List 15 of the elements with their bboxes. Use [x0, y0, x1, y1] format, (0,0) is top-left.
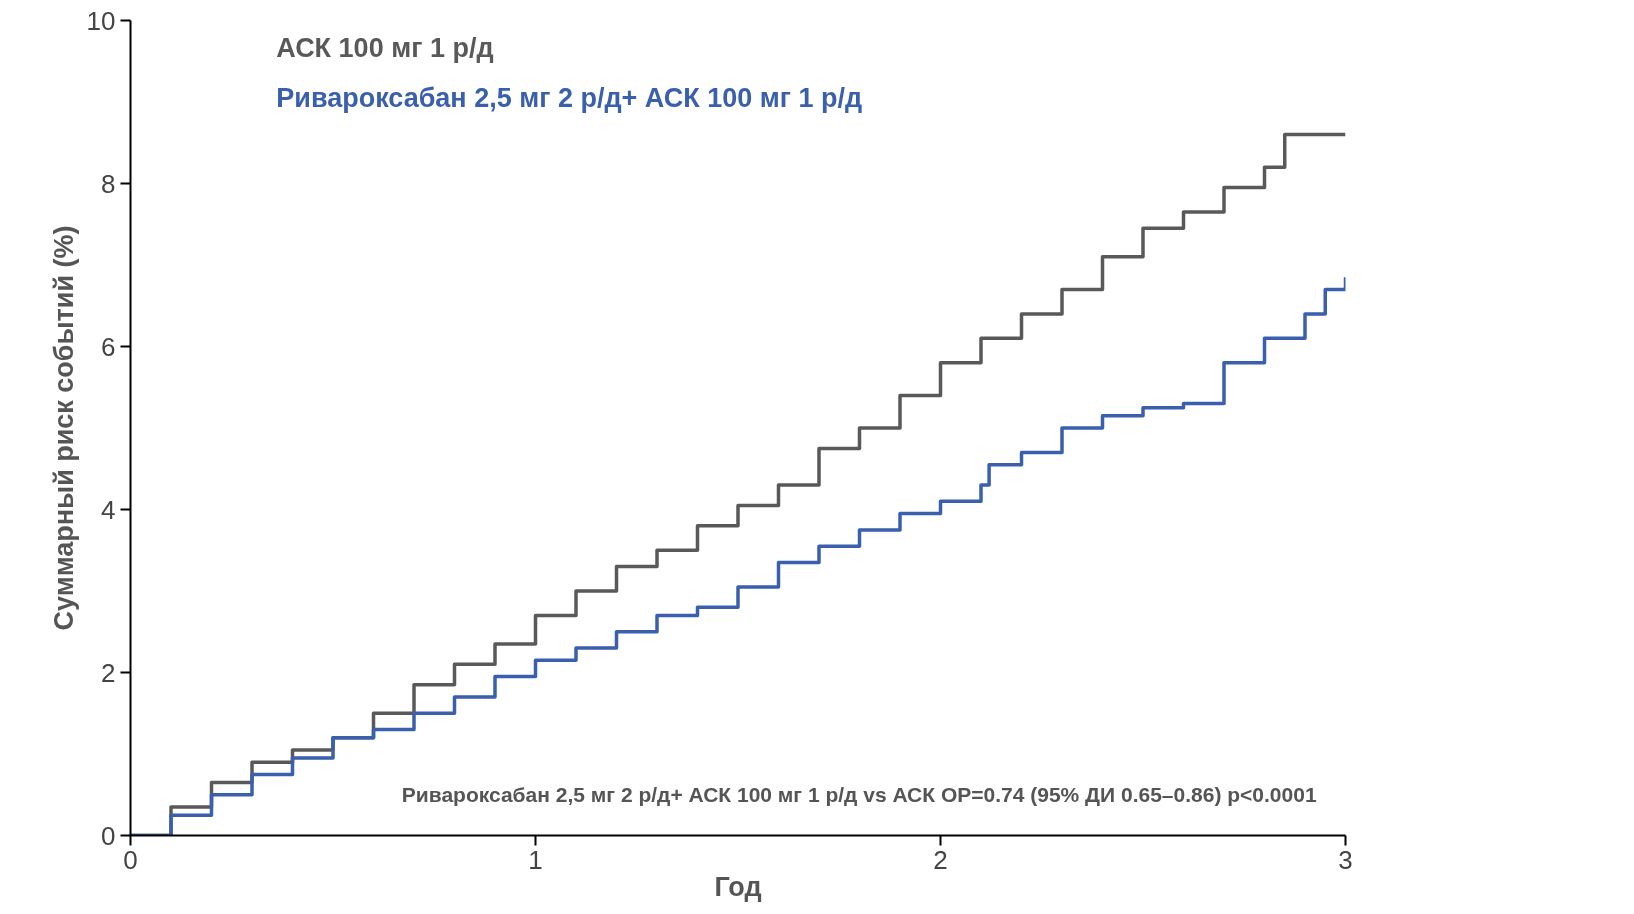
y-tick-label: 6: [101, 331, 116, 362]
x-tick-label: 3: [1338, 844, 1353, 875]
y-tick-label: 8: [101, 168, 116, 199]
x-axis-title: Год: [714, 871, 762, 902]
x-tick-label: 2: [933, 844, 948, 875]
annotation: Ривароксабан 2,5 мг 2 р/д+ АСК 100 мг 1 р/д vs АСК ОР=0.74 (95% ДИ 0.65–0.86) p<0.0001: [401, 783, 1317, 807]
y-axis-title: Суммарный риск событий (%): [48, 225, 79, 631]
text: АСК 100 мг 1 р/д: [276, 32, 494, 63]
x-tick-label: 1: [528, 844, 543, 875]
text: Ривароксабан 2,5 мг 2 р/д+ АСК 100 мг 1 р/д: [276, 83, 863, 114]
y-tick-label: 0: [101, 820, 116, 851]
y-tick-label: 10: [86, 5, 116, 36]
y-tick-label: 4: [101, 494, 116, 525]
y-tick-label: 2: [101, 657, 116, 688]
x-tick-label: 0: [123, 844, 138, 875]
